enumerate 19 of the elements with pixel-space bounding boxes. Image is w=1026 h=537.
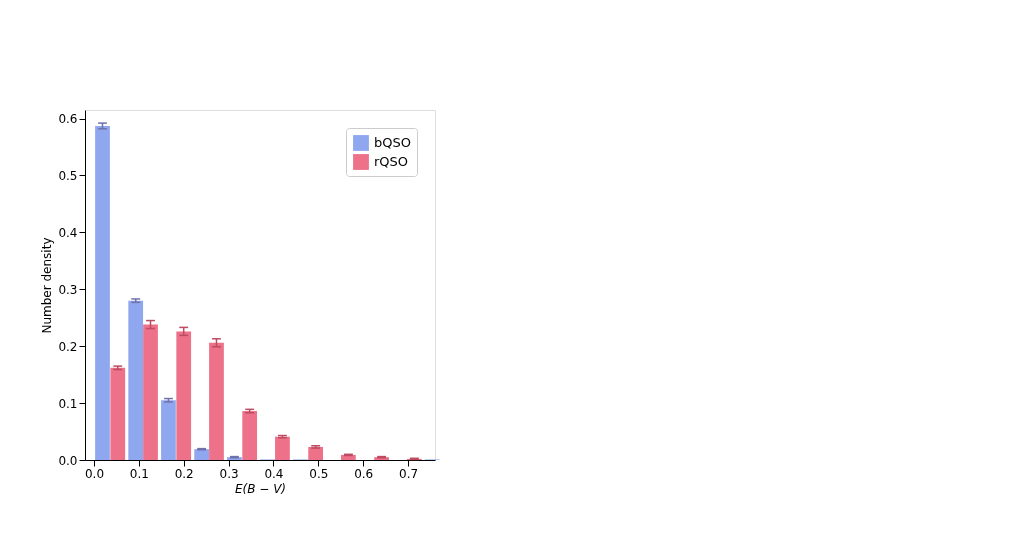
y-tick-label: 0.1: [58, 396, 78, 411]
y-tick-label: 0.5: [58, 168, 78, 183]
y-tick-label: 0.0: [58, 453, 78, 468]
y-tick-label: 0.2: [58, 339, 78, 354]
y-axis-title: Number density: [40, 237, 55, 334]
legend-label: rQSO: [374, 154, 409, 169]
x-tick-label: 0.6: [354, 466, 374, 481]
x-tick-label: 0.0: [84, 466, 105, 481]
x-tick-label: 0.4: [264, 466, 284, 481]
x-tick-label: 0.7: [399, 466, 419, 481]
y-tick-label: 0.4: [58, 225, 78, 240]
x-tick-label: 0.1: [129, 466, 149, 481]
x-axis-title: E(B − V): [234, 481, 287, 496]
y-tick-label: 0.3: [58, 282, 78, 297]
legend-label: bQSO: [374, 135, 411, 150]
x-tick-label: 0.2: [174, 466, 194, 481]
x-tick-label: 0.3: [219, 466, 239, 481]
y-tick-label: 0.6: [58, 112, 78, 127]
x-tick-label: 0.5: [309, 466, 329, 481]
